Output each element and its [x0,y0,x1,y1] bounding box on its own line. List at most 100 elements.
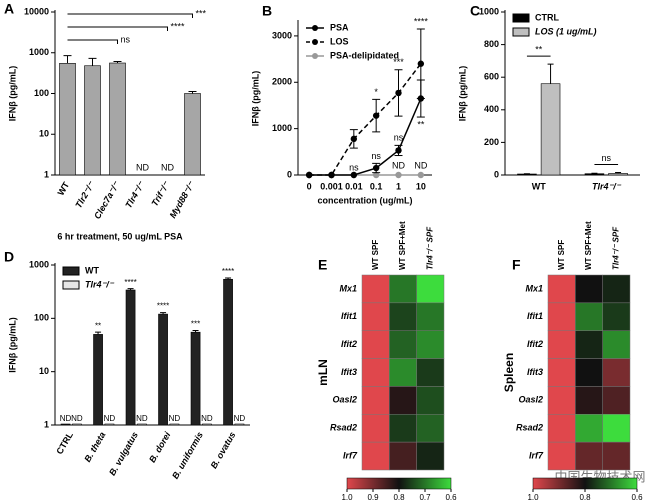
data-label: ND [201,414,213,423]
point [395,89,402,97]
significance-bracket [67,39,118,44]
error-bar [95,331,102,335]
y-tick-label: 400 [484,104,499,114]
bar [184,93,201,176]
bar [84,65,101,176]
point [395,147,402,154]
column-label: WT SPF+Met [584,221,593,270]
error-bar [188,90,197,94]
data-label: *** [191,320,200,329]
heatmap-cell [575,274,603,304]
heatmap-cell [416,358,445,387]
x-tick-label: 1 [396,181,401,191]
data-label: ND [136,162,149,172]
heatmap-cell [389,441,417,471]
y-tick-label: 800 [484,39,499,49]
y-tick-label: 1000 [29,47,49,57]
y-axis-label: IFNβ (pg/mL) [250,71,260,126]
row-label: Irf7 [529,450,544,460]
bar [125,289,136,426]
bar [169,423,180,426]
heatmap-cell [575,386,603,415]
heatmap-cell [361,302,390,331]
y-tick-label: 3000 [272,30,292,40]
bar [137,423,147,426]
row-label: Mx1 [525,283,543,293]
heatmap-cell [602,358,631,387]
heatmap-cell [602,274,631,304]
heatmap-cell [575,358,603,387]
data-label: * [374,87,378,97]
heatmap-cell [602,302,631,331]
heatmap-cell [547,302,576,331]
heatmap-cell [361,274,390,304]
x-tick-label: Clec7a⁻/⁻ [92,179,122,221]
heatmap-cell [547,414,576,443]
error-bar [547,63,554,84]
heatmap-cell [361,330,390,359]
significance-label: ns [121,34,131,44]
row-label: Ifit3 [527,367,543,377]
series-line [309,63,422,176]
row-label: Oasl2 [332,395,357,405]
bar [60,423,71,426]
column-label: WT SPF+Met [398,221,407,270]
x-tick-label: 0.001 [320,181,343,191]
x-tick-label: Trif⁻/⁻ [149,179,171,208]
row-label: Oasl2 [518,395,543,405]
heatmap-cell [389,414,417,443]
row-label: Ifit1 [527,311,543,321]
point [417,95,425,102]
legend-label: Tlr4⁻/⁻ [85,279,115,289]
significance-label: *** [196,8,207,18]
x-tick-label: 10 [416,181,426,191]
data-label: ND [104,414,116,423]
heatmap-cell [361,414,390,443]
row-label: Ifit2 [341,339,357,349]
colorbar-tick-label: 0.8 [393,493,405,502]
point [372,112,380,119]
legend-label: CTRL [535,12,559,22]
y-tick-label: 1 [44,169,49,179]
legend-swatch [512,13,530,23]
panel-letter: C [470,3,480,19]
heatmap-cell [416,274,445,304]
y-tick-label: 600 [484,72,499,82]
x-tick-label: 0.1 [370,181,383,191]
data-label: ** [417,119,425,129]
data-label: ND [169,414,181,423]
x-tick-label: CTRL [54,430,75,456]
column-label: Tlr4⁻/⁻ SPF [425,226,434,270]
heatmap-cell [389,386,417,415]
heatmap-cell [416,386,445,415]
y-axis-label: IFNβ (pg/mL) [457,66,467,121]
x-tick-label: B. theta [82,430,107,464]
row-label: Ifit3 [341,367,357,377]
error-bar [192,330,199,333]
data-label: ns [394,133,404,143]
data-label: ** [95,321,101,330]
row-label: Rsad2 [516,423,543,433]
colorbar-tick-label: 0.9 [367,493,379,502]
colorbar [532,477,638,490]
heatmap-cell [575,330,603,359]
point [328,171,335,179]
data-label: **** [222,267,234,276]
heatmap-cell [575,302,603,331]
x-tick-label: B. vulgatus [107,430,140,477]
heatmap-cell [361,386,390,415]
data-label: ND [71,414,83,423]
colorbar-tick-label: 0.8 [579,493,591,502]
column-label: Tlr4⁻/⁻ SPF [611,226,620,270]
error-bar [160,312,167,315]
heatmap-cell [389,358,417,387]
legend-swatch [512,27,530,37]
y-tick-label: 100 [34,88,49,98]
y-tick-label: 0 [494,169,499,179]
row-label: Ifit2 [527,339,543,349]
data-label: ND [161,162,174,172]
heatmap-cell [416,302,445,331]
significance-label: ** [535,45,543,55]
heatmap-cell [602,414,631,443]
